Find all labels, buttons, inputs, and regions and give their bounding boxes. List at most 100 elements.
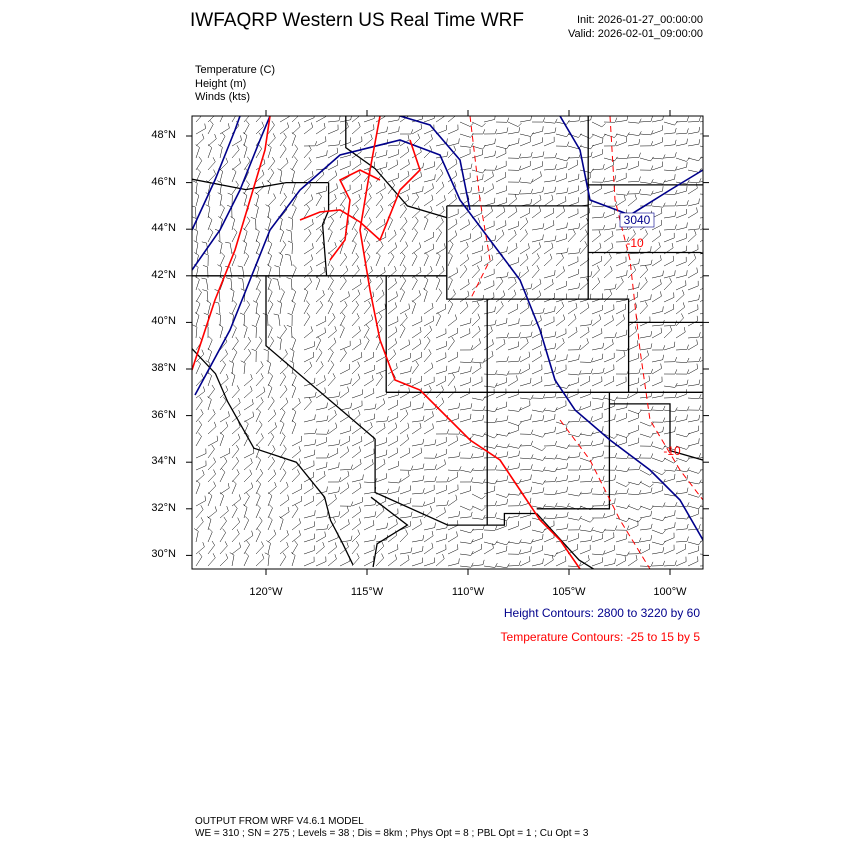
- wind-barb: [567, 517, 579, 521]
- wind-barb-flag: [698, 469, 702, 474]
- wind-barb: [699, 157, 703, 159]
- wind-barb: [591, 121, 602, 128]
- wind-barb: [591, 553, 603, 556]
- wind-barb: [699, 457, 703, 459]
- wind-barb-flag: [358, 326, 361, 332]
- wind-barb: [495, 211, 506, 219]
- wind-barb-flag: [352, 240, 357, 245]
- wind-barb-flag: [674, 510, 676, 516]
- wind-barb: [411, 480, 423, 483]
- wind-barb-flag: [455, 170, 458, 176]
- wind-barb-flag: [193, 228, 198, 232]
- wind-barb: [507, 409, 519, 412]
- wind-barb: [543, 457, 555, 460]
- wind-barb-flag: [682, 289, 685, 295]
- wind-barb: [219, 532, 226, 543]
- wind-barb: [375, 308, 386, 315]
- wind-barb: [483, 188, 494, 195]
- wind-barb-flag: [269, 300, 274, 305]
- wind-barb: [243, 507, 248, 519]
- wind-barb-flag: [345, 265, 349, 271]
- wind-barb: [471, 537, 483, 543]
- wind-barb: [435, 221, 444, 231]
- wind-barb: [255, 340, 263, 351]
- wind-barb-flag: [432, 183, 434, 189]
- wind-barb: [471, 361, 483, 364]
- wind-barb-flag: [452, 372, 456, 378]
- wind-barb: [195, 483, 201, 495]
- wind-barb: [291, 411, 297, 423]
- boundary-line: [588, 251, 703, 254]
- wind-barb-flag: [554, 331, 557, 337]
- wind-barb-flag: [455, 218, 458, 224]
- wind-barb-flag: [403, 204, 407, 210]
- wind-barb: [675, 204, 687, 207]
- wind-barb-flag: [396, 519, 398, 525]
- wind-barb-flag: [214, 133, 217, 139]
- wind-barb-flag: [366, 240, 371, 245]
- wind-barb: [339, 487, 350, 495]
- wind-barb: [231, 389, 240, 399]
- wind-barb-flag: [196, 480, 201, 484]
- wind-barb-flag: [225, 241, 231, 244]
- wind-barb: [651, 259, 662, 267]
- wind-barb: [663, 457, 674, 464]
- wind-barb: [519, 356, 530, 363]
- wind-barb: [603, 309, 615, 315]
- wind-barb-flag: [482, 514, 486, 520]
- wind-barb: [531, 469, 543, 472]
- wind-barb: [327, 152, 338, 159]
- wind-barb-flag: [711, 409, 714, 413]
- wind-barb: [207, 173, 216, 183]
- wind-barb: [363, 356, 374, 363]
- wind-barb: [399, 268, 407, 279]
- wind-barb: [315, 271, 326, 279]
- wind-barb: [579, 275, 591, 279]
- wind-barb: [207, 375, 212, 387]
- wind-barb: [435, 464, 446, 471]
- wind-barb-flag: [542, 558, 544, 564]
- wind-barb-flag: [394, 229, 397, 235]
- wind-barb: [627, 252, 639, 255]
- wind-barb-flag: [309, 361, 313, 367]
- wind-barb-flag: [380, 192, 384, 198]
- wind-barb: [471, 445, 483, 450]
- wind-barb-flag: [358, 121, 361, 127]
- wind-barb-flag: [634, 326, 637, 332]
- wind-barb-flag: [233, 348, 238, 353]
- wind-barb: [579, 468, 591, 471]
- wind-barb: [291, 148, 298, 159]
- wind-barb: [483, 355, 494, 363]
- wind-barb: [219, 116, 224, 123]
- wind-barb: [579, 324, 591, 327]
- wind-barb: [219, 353, 228, 363]
- wind-barb: [579, 393, 591, 399]
- wind-barb-flag: [422, 186, 424, 192]
- wind-barb-flag: [515, 242, 518, 248]
- wind-barb: [459, 121, 471, 127]
- wind-barb-flag: [542, 308, 545, 313]
- wind-barb: [483, 155, 495, 159]
- wind-barb: [663, 132, 675, 135]
- wind-barb-flag: [458, 511, 461, 517]
- wind-barb: [591, 168, 603, 171]
- wind-barb: [399, 164, 410, 171]
- wind-barb-flag: [267, 276, 272, 280]
- wind-barb: [507, 282, 517, 291]
- wind-barb: [531, 247, 541, 255]
- wind-barb: [519, 368, 530, 375]
- wind-barb: [579, 119, 591, 123]
- wind-barb: [627, 181, 639, 183]
- wind-barb: [279, 171, 283, 183]
- wind-barb: [663, 297, 675, 303]
- wind-barb: [447, 293, 456, 303]
- wind-barb: [531, 457, 543, 461]
- wind-barb: [363, 418, 375, 423]
- wind-barb-flag: [247, 156, 251, 162]
- wind-barb: [579, 380, 590, 387]
- wind-barb-flag: [221, 468, 226, 473]
- wind-barb-flag: [514, 277, 517, 283]
- wind-barb: [615, 517, 627, 522]
- wind-barb: [591, 269, 600, 279]
